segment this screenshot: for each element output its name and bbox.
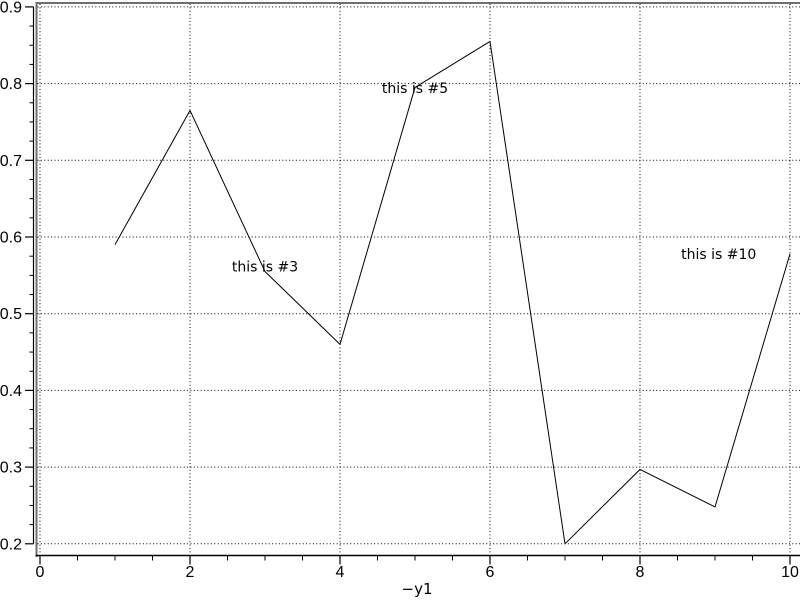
x-tick-label: 8	[636, 564, 645, 581]
annotation-text: this is #5	[382, 81, 448, 97]
y-tick-label: 0.6	[0, 230, 22, 247]
x-tick-label: 2	[186, 564, 195, 581]
y-tick-label: 0.8	[0, 76, 22, 93]
y-tick-label: 0.9	[0, 0, 22, 16]
annotation-text: this is #3	[232, 260, 298, 276]
series-line-y1	[114, 40, 791, 545]
y-tick-label: 0.5	[0, 306, 22, 323]
y-tick-label: 0.3	[0, 460, 22, 477]
y-tick-label: 0.4	[0, 383, 22, 400]
x-tick-label: 6	[486, 564, 495, 581]
x-tick-label: 0	[36, 564, 45, 581]
annotation-text: this is #10	[681, 247, 756, 263]
axis-caption: −y1	[402, 580, 433, 598]
x-tick-label: 10	[781, 564, 799, 581]
y-tick-label: 0.2	[0, 536, 22, 553]
x-tick-label: 4	[336, 564, 345, 581]
y-tick-label: 0.7	[0, 153, 22, 170]
